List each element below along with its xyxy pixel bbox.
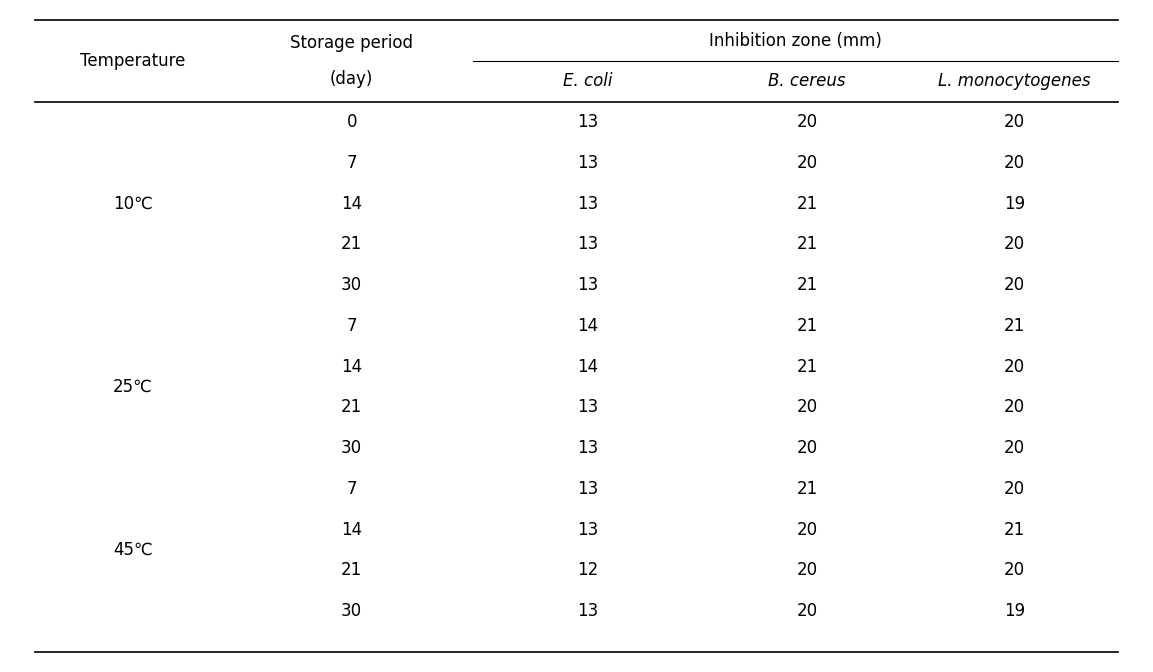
Text: 13: 13 (578, 439, 598, 457)
Text: 20: 20 (1004, 398, 1025, 417)
Text: 21: 21 (341, 561, 362, 579)
Text: 13: 13 (578, 398, 598, 417)
Text: 20: 20 (797, 154, 817, 172)
Text: L. monocytogenes: L. monocytogenes (939, 73, 1091, 90)
Text: Storage period: Storage period (291, 34, 413, 52)
Text: 20: 20 (1004, 235, 1025, 253)
Text: 20: 20 (1004, 439, 1025, 457)
Text: 21: 21 (797, 317, 817, 335)
Text: 20: 20 (1004, 113, 1025, 131)
Text: 7: 7 (346, 317, 357, 335)
Text: 30: 30 (341, 276, 362, 294)
Text: Inhibition zone (mm): Inhibition zone (mm) (709, 32, 882, 50)
Text: 13: 13 (578, 602, 598, 620)
Text: 13: 13 (578, 276, 598, 294)
Text: 20: 20 (1004, 154, 1025, 172)
Text: 20: 20 (797, 521, 817, 538)
Text: 20: 20 (1004, 276, 1025, 294)
Text: 13: 13 (578, 113, 598, 131)
Text: 20: 20 (1004, 480, 1025, 498)
Text: 12: 12 (578, 561, 598, 579)
Text: 30: 30 (341, 439, 362, 457)
Text: 14: 14 (341, 358, 362, 376)
Text: 21: 21 (797, 480, 817, 498)
Text: 14: 14 (341, 195, 362, 212)
Text: 25℃: 25℃ (113, 378, 152, 396)
Text: 19: 19 (1004, 602, 1025, 620)
Text: 45℃: 45℃ (113, 541, 152, 559)
Text: 19: 19 (1004, 195, 1025, 212)
Text: 13: 13 (578, 480, 598, 498)
Text: 14: 14 (578, 358, 598, 376)
Text: 14: 14 (578, 317, 598, 335)
Text: (day): (day) (330, 71, 374, 88)
Text: 7: 7 (346, 154, 357, 172)
Text: 20: 20 (1004, 561, 1025, 579)
Text: 0: 0 (346, 113, 357, 131)
Text: 20: 20 (797, 113, 817, 131)
Text: 20: 20 (797, 398, 817, 417)
Text: E. coli: E. coli (564, 73, 612, 90)
Text: 20: 20 (1004, 358, 1025, 376)
Text: 7: 7 (346, 480, 357, 498)
Text: 30: 30 (341, 602, 362, 620)
Text: 21: 21 (797, 235, 817, 253)
Text: 21: 21 (341, 398, 362, 417)
Text: 14: 14 (341, 521, 362, 538)
Text: 20: 20 (797, 561, 817, 579)
Text: 13: 13 (578, 195, 598, 212)
Text: 20: 20 (797, 602, 817, 620)
Text: 20: 20 (797, 439, 817, 457)
Text: 21: 21 (1004, 317, 1025, 335)
Text: 21: 21 (797, 276, 817, 294)
Text: 21: 21 (1004, 521, 1025, 538)
Text: 13: 13 (578, 154, 598, 172)
Text: 21: 21 (797, 195, 817, 212)
Text: 21: 21 (797, 358, 817, 376)
Text: 13: 13 (578, 235, 598, 253)
Text: Temperature: Temperature (80, 52, 186, 70)
Text: 21: 21 (341, 235, 362, 253)
Text: 13: 13 (578, 521, 598, 538)
Text: B. cereus: B. cereus (768, 73, 846, 90)
Text: 10℃: 10℃ (113, 195, 152, 212)
